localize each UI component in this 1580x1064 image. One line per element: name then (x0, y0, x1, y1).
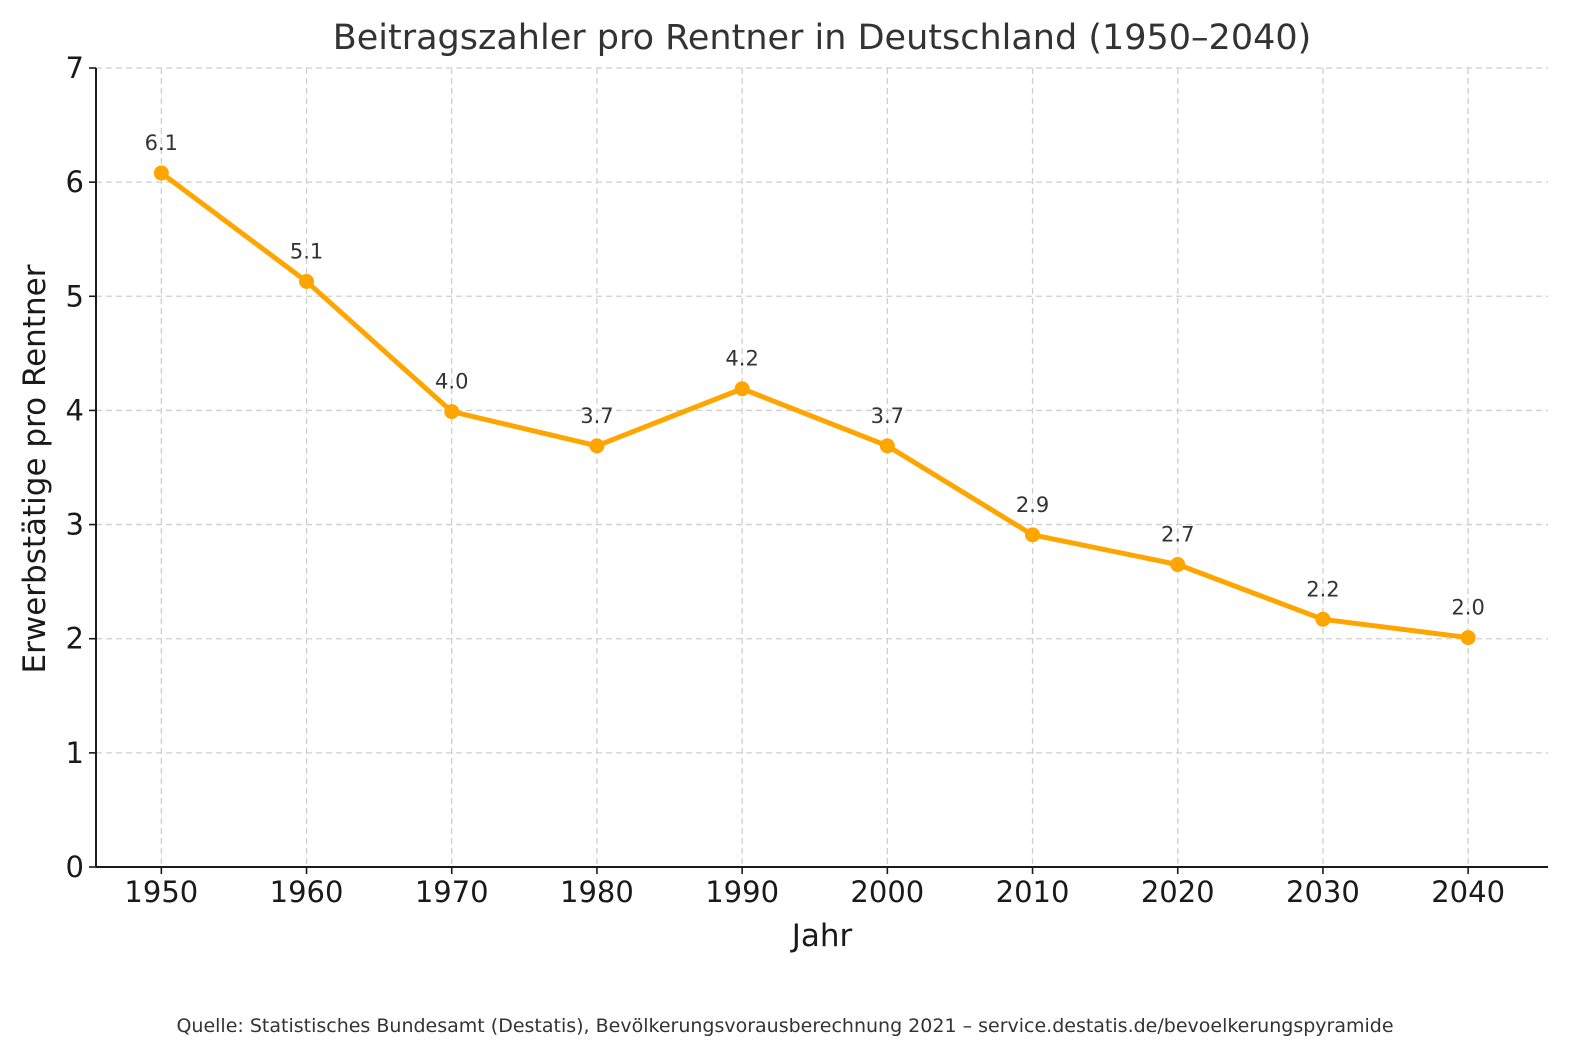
data-point (1170, 557, 1186, 573)
y-tick-label: 5 (66, 279, 84, 313)
axes: 1950 1960 1970 1980 1990 2000 2010 2020 2030 2040… (66, 51, 1548, 909)
data-point (1315, 611, 1331, 627)
x-tick-label: 1980 (560, 875, 634, 909)
y-tick-label: 4 (66, 393, 84, 427)
data-point (589, 438, 605, 454)
x-tick-label: 2030 (1286, 875, 1360, 909)
data-point (1460, 630, 1476, 646)
x-tick-label: 2020 (1141, 875, 1215, 909)
data-label: 2.2 (1306, 577, 1339, 601)
chart-title: Beitragszahler pro Rentner in Deutschlan… (333, 18, 1312, 58)
data-label: 4.2 (725, 347, 758, 371)
data-label: 2.0 (1451, 596, 1484, 620)
y-tick-label: 0 (66, 850, 84, 884)
x-tick-label: 2040 (1431, 875, 1505, 909)
source-note: Quelle: Statistisches Bundesamt (Destati… (176, 1015, 1393, 1037)
data-label: 3.7 (580, 404, 613, 428)
data-label: 2.9 (1016, 493, 1049, 517)
series-line (158, 170, 1471, 641)
y-tick-label: 3 (66, 508, 84, 542)
y-tick-label: 1 (66, 736, 84, 770)
x-tick-label: 2000 (850, 875, 924, 909)
data-point (153, 165, 169, 181)
data-point (444, 404, 460, 420)
x-tick-label: 1950 (124, 875, 198, 909)
data-label: 4.0 (435, 370, 468, 394)
series-layer (153, 165, 1476, 646)
x-tick-label: 1990 (705, 875, 779, 909)
x-tick-label: 2010 (996, 875, 1070, 909)
y-tick-label: 7 (66, 51, 84, 85)
data-label: 3.7 (871, 404, 904, 428)
x-tick-label: 1960 (270, 875, 344, 909)
x-axis-label: Jahr (790, 918, 853, 954)
y-tick-label: 2 (66, 622, 84, 656)
data-labels: 6.1 5.1 4.0 3.7 4.2 3.7 2.9 2.7 2.2 2.0 (145, 131, 1485, 620)
x-tick-label: 1970 (415, 875, 489, 909)
y-axis-label: Erwerbstätige pro Rentner (17, 264, 53, 673)
data-label: 5.1 (290, 239, 323, 263)
data-point (299, 273, 315, 289)
data-label: 6.1 (145, 131, 178, 155)
data-point (734, 381, 750, 397)
data-point (879, 438, 895, 454)
data-label: 2.7 (1161, 523, 1194, 547)
data-point (1025, 527, 1041, 543)
y-tick-label: 6 (66, 165, 84, 199)
